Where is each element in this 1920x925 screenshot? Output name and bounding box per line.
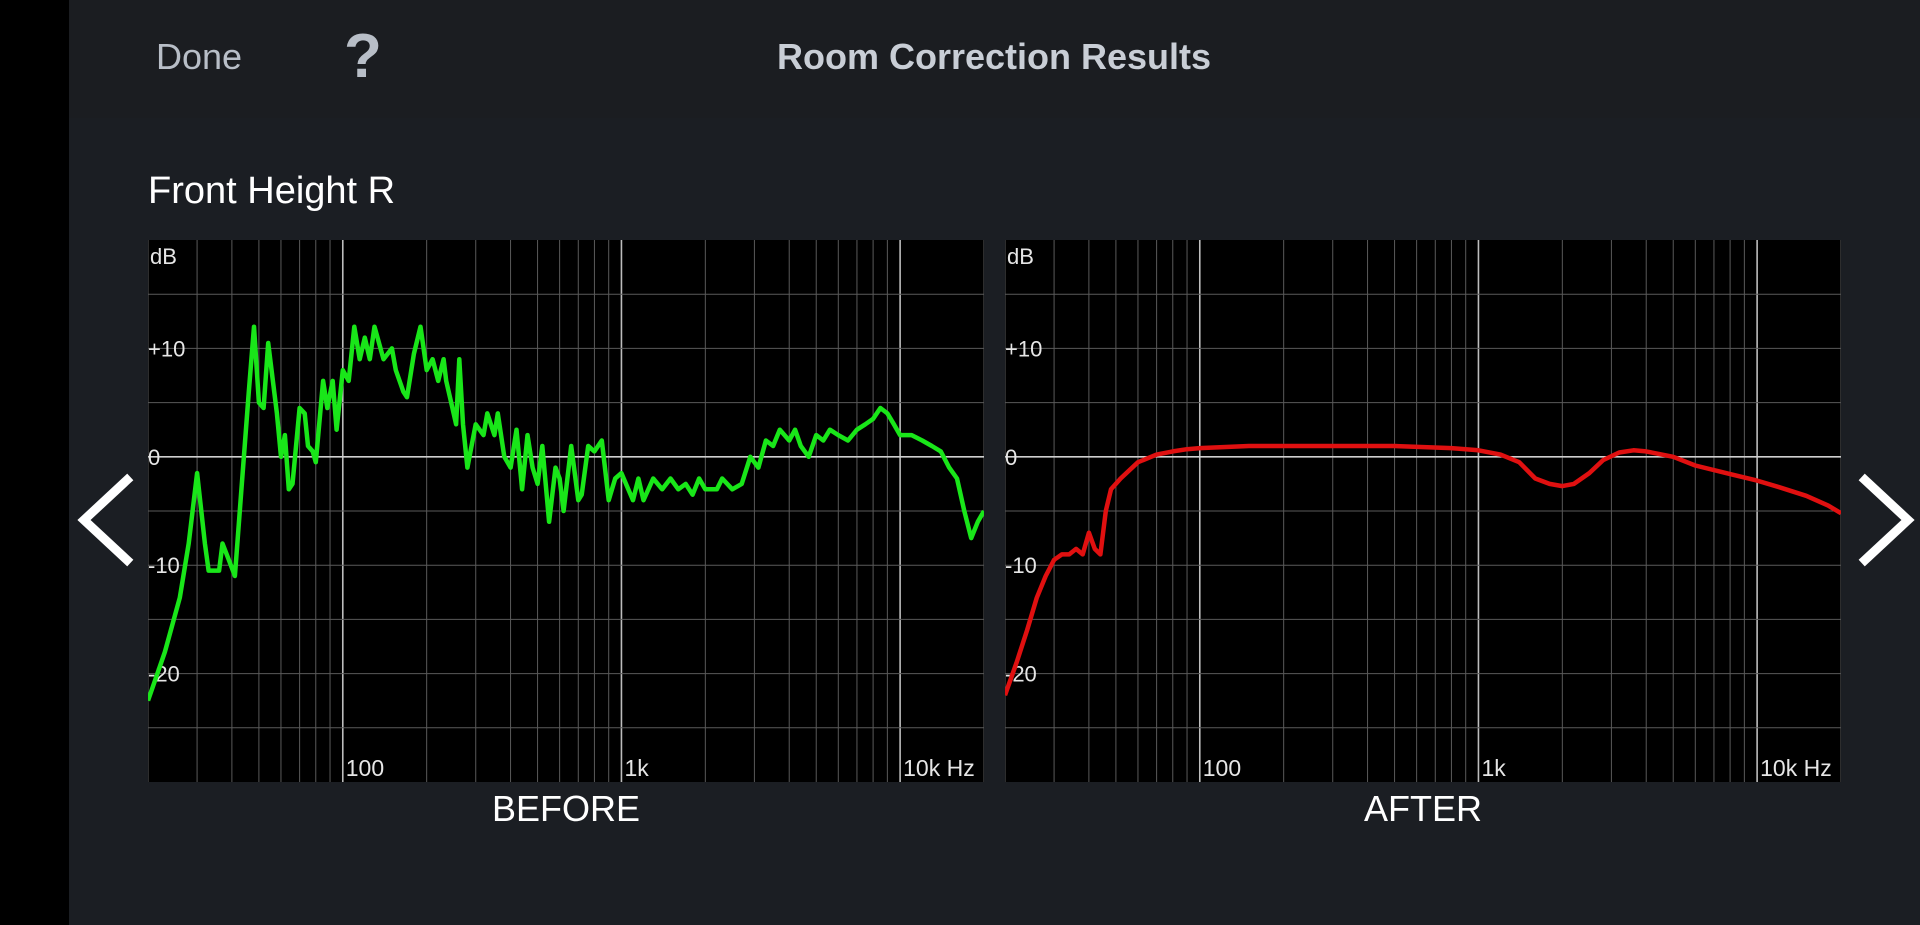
x-tick-label: 1k: [1481, 755, 1506, 781]
after-response-curve: [1005, 443, 1841, 697]
help-icon[interactable]: ?: [344, 22, 382, 91]
x-tick-label: 100: [1203, 755, 1241, 781]
done-button[interactable]: Done: [156, 36, 243, 77]
y-tick-label: +10: [1005, 336, 1042, 361]
x-tick-label: 1k: [624, 755, 649, 781]
before-response-curve: [148, 324, 984, 702]
y-tick-label: -10: [148, 553, 180, 578]
header-bar: [69, 0, 1920, 118]
chevron-left-icon[interactable]: [72, 470, 142, 570]
y-tick-label: 0: [1005, 445, 1017, 470]
y-tick-label: +10: [148, 336, 185, 361]
y-axis-label: dB: [150, 244, 177, 269]
y-tick-label: 0: [148, 445, 160, 470]
page-title: Room Correction Results: [776, 36, 1212, 77]
y-tick-label: -10: [1005, 553, 1037, 578]
before-label: BEFORE: [491, 788, 641, 829]
x-tick-label: 10k Hz: [903, 755, 975, 781]
after-label: AFTER: [1363, 788, 1482, 829]
left-edge-strip: [0, 0, 69, 925]
y-axis-label: dB: [1007, 244, 1034, 269]
speaker-name: Front Height R: [148, 170, 396, 212]
x-tick-label: 10k Hz: [1760, 755, 1832, 781]
chevron-right-icon[interactable]: [1850, 470, 1920, 570]
x-tick-label: 100: [346, 755, 384, 781]
